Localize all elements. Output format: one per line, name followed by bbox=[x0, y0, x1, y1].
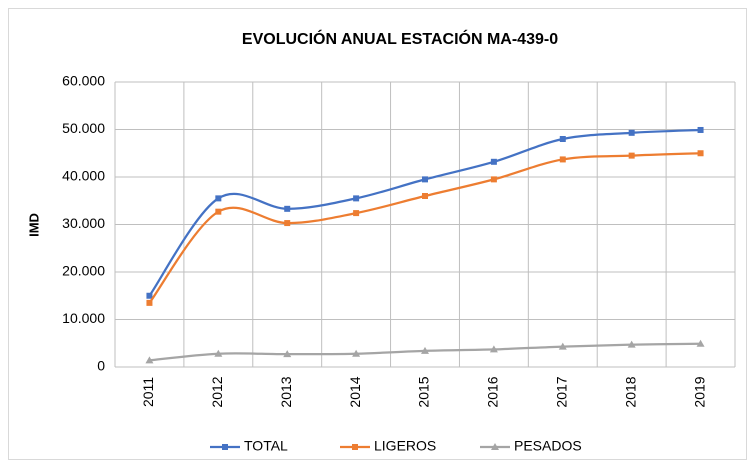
legend-label: PESADOS bbox=[514, 438, 582, 454]
legend-label: TOTAL bbox=[244, 438, 288, 454]
marker bbox=[697, 150, 704, 157]
marker bbox=[559, 156, 566, 163]
marker bbox=[558, 342, 567, 350]
marker bbox=[559, 136, 566, 142]
marker bbox=[215, 195, 222, 202]
marker bbox=[490, 158, 497, 165]
y-tick-label: 50.000 bbox=[62, 120, 105, 136]
series-line bbox=[148, 152, 701, 304]
chart-border bbox=[8, 8, 747, 460]
marker bbox=[352, 444, 358, 450]
marker bbox=[697, 126, 704, 133]
x-tick-label: 2013 bbox=[278, 376, 294, 407]
y-tick-label: 40.000 bbox=[62, 168, 105, 184]
x-tick-label: 2017 bbox=[553, 376, 569, 407]
marker bbox=[283, 350, 292, 358]
marker bbox=[145, 356, 154, 364]
marker bbox=[421, 346, 429, 354]
y-axis-label: IMD bbox=[26, 213, 41, 237]
y-tick-label: 30.000 bbox=[62, 215, 105, 231]
marker bbox=[489, 345, 498, 353]
legend-label: LIGEROS bbox=[374, 438, 436, 454]
marker bbox=[146, 299, 153, 306]
x-tick-label: 2018 bbox=[622, 376, 638, 407]
y-tick-label: 10.000 bbox=[62, 310, 105, 326]
marker bbox=[146, 292, 153, 299]
marker bbox=[353, 210, 360, 217]
marker bbox=[491, 443, 499, 450]
marker bbox=[353, 195, 360, 202]
marker bbox=[215, 208, 222, 215]
marker bbox=[627, 340, 636, 348]
x-tick-label: 2019 bbox=[691, 376, 707, 407]
marker bbox=[422, 193, 428, 199]
marker bbox=[284, 220, 291, 227]
marker bbox=[214, 349, 223, 357]
marker bbox=[628, 129, 635, 136]
chart-title: EVOLUCIÓN ANUAL ESTACIÓN MA-439-0 bbox=[242, 29, 558, 48]
marker bbox=[352, 349, 361, 357]
x-tick-label: 2014 bbox=[347, 376, 363, 407]
x-tick-label: 2015 bbox=[416, 376, 432, 407]
marker bbox=[284, 205, 291, 212]
y-tick-label: 0 bbox=[97, 358, 105, 374]
marker bbox=[422, 176, 428, 183]
x-tick-label: 2012 bbox=[209, 376, 225, 407]
y-tick-label: 20.000 bbox=[62, 263, 105, 279]
marker bbox=[222, 444, 228, 450]
x-tick-label: 2016 bbox=[485, 376, 501, 407]
x-tick-label: 2011 bbox=[140, 377, 156, 407]
y-tick-label: 60.000 bbox=[62, 73, 105, 89]
marker bbox=[628, 152, 635, 159]
marker bbox=[490, 176, 497, 183]
marker bbox=[696, 339, 705, 347]
